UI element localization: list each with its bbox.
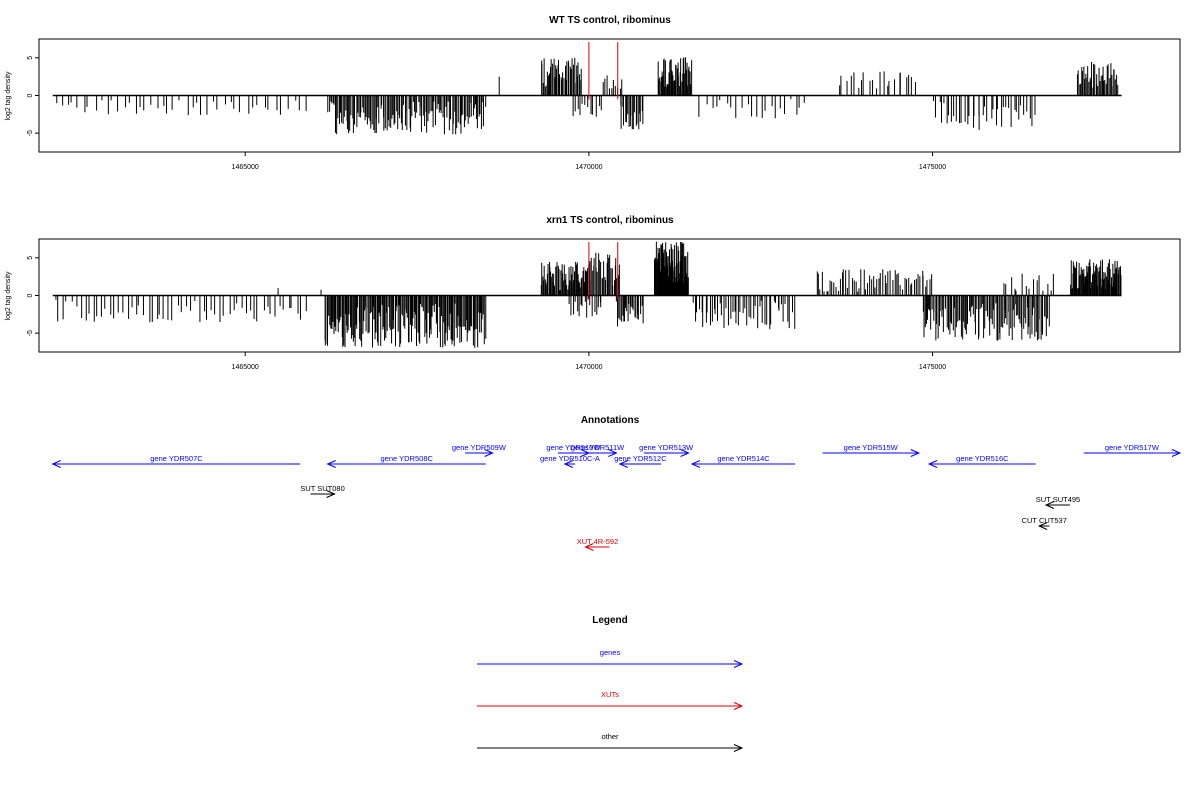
annotation-label: gene YDR513W: [639, 443, 694, 452]
annotation-label: gene YDR511W: [571, 443, 625, 452]
wt-track-panel: WT TS control, ribominus log2 tag densit…: [5, 15, 1181, 171]
xrn1-y-axis-label: log2 tag density: [5, 271, 12, 321]
legend-arrowhead: [733, 744, 744, 752]
legend-label: other: [601, 732, 619, 741]
annotation-arrowhead: [927, 460, 938, 468]
annotation-arrowhead: [680, 449, 690, 457]
legend-panel: Legend genes XUTs other: [477, 615, 744, 752]
annotation-arrowhead: [1037, 522, 1048, 530]
annotation-arrowhead: [51, 460, 61, 468]
annotation-label: gene YDR517W: [1105, 443, 1160, 452]
annotation-label: gene YDR516C: [956, 454, 1009, 463]
annotation-arrowhead: [690, 460, 701, 468]
legend-label: XUTs: [601, 690, 619, 699]
xrn1-bars: [52, 241, 1122, 348]
wt-x-tick-label: 1475000: [919, 164, 946, 171]
annotation-arrowhead: [1044, 501, 1055, 509]
legend-arrowhead: [733, 660, 744, 668]
xrn1-y-tick-label: 0: [27, 293, 34, 297]
annotation-label: gene YDR515W: [844, 443, 899, 452]
annotation-label: gene YDR510W: [546, 443, 601, 452]
wt-x-axis: 1465000 1470000 1475000: [232, 152, 946, 171]
wt-marker-lines: [588, 42, 619, 100]
xrn1-x-axis: 1465000 1470000 1475000: [232, 352, 946, 371]
wt-y-axis-label: log2 tag density: [5, 71, 12, 121]
xrn1-x-tick-label: 1470000: [575, 364, 602, 371]
annotation-arrowhead: [608, 449, 618, 457]
wt-y-tick-label: -5: [27, 130, 34, 136]
xrn1-x-tick-label: 1465000: [232, 364, 259, 371]
annotation-label: CUT CUT537: [1022, 516, 1067, 525]
annotation-label: gene YDR514C: [717, 454, 770, 463]
xrn1-y-tick-label: 5: [27, 256, 34, 260]
annotation-label: gene YDR510C-A: [540, 454, 600, 463]
annotation-label: gene YDR507C: [150, 454, 203, 463]
wt-bars: [52, 57, 1122, 135]
xrn1-marker-lines: [588, 242, 619, 300]
wt-y-axis: -5 0 5: [27, 56, 39, 136]
annotations-panel: Annotations gene YDR507C gene YDR508Cgene…: [51, 415, 1182, 551]
annotation-label: gene YDR508C: [381, 454, 434, 463]
xrn1-track-panel: xrn1 TS control, ribominus log2 tag dens…: [5, 215, 1181, 371]
annotation-arrowhead: [484, 449, 494, 457]
xrn1-y-axis: -5 0 5: [27, 256, 39, 336]
annotation-label: XUT 4R-592: [577, 537, 619, 546]
legend-items: genes XUTs other: [477, 648, 744, 752]
annotation-arrowhead: [910, 449, 921, 457]
annotation-label: gene YDR509W: [452, 443, 507, 452]
annotation-label: SUT SUT080: [300, 484, 344, 493]
xrn1-y-tick-label: -5: [27, 330, 34, 336]
annotation-arrowhead: [1171, 449, 1182, 457]
xrn1-x-tick-label: 1475000: [919, 364, 946, 371]
wt-y-tick-label: 0: [27, 93, 34, 97]
annotation-label: gene YDR512C: [614, 454, 667, 463]
annotation-arrowhead: [326, 490, 336, 498]
wt-x-tick-label: 1470000: [575, 164, 602, 171]
annotation-label: SUT SUT495: [1036, 495, 1080, 504]
annotation-arrowhead: [563, 460, 574, 468]
legend-label: genes: [600, 648, 621, 657]
annotation-arrowhead: [618, 460, 629, 468]
annotation-arrowhead: [584, 543, 594, 551]
annotations-title: Annotations: [581, 415, 640, 426]
legend-title: Legend: [592, 615, 628, 626]
annotation-arrowhead: [326, 460, 336, 468]
wt-x-tick-label: 1465000: [232, 164, 259, 171]
xrn1-track-title: xrn1 TS control, ribominus: [546, 215, 674, 226]
wt-y-tick-label: 5: [27, 56, 34, 60]
wt-track-title: WT TS control, ribominus: [549, 15, 671, 26]
legend-arrowhead: [733, 702, 744, 710]
annotation-features: gene YDR507C gene YDR508C gene YDR509W gene…: [51, 443, 1182, 551]
